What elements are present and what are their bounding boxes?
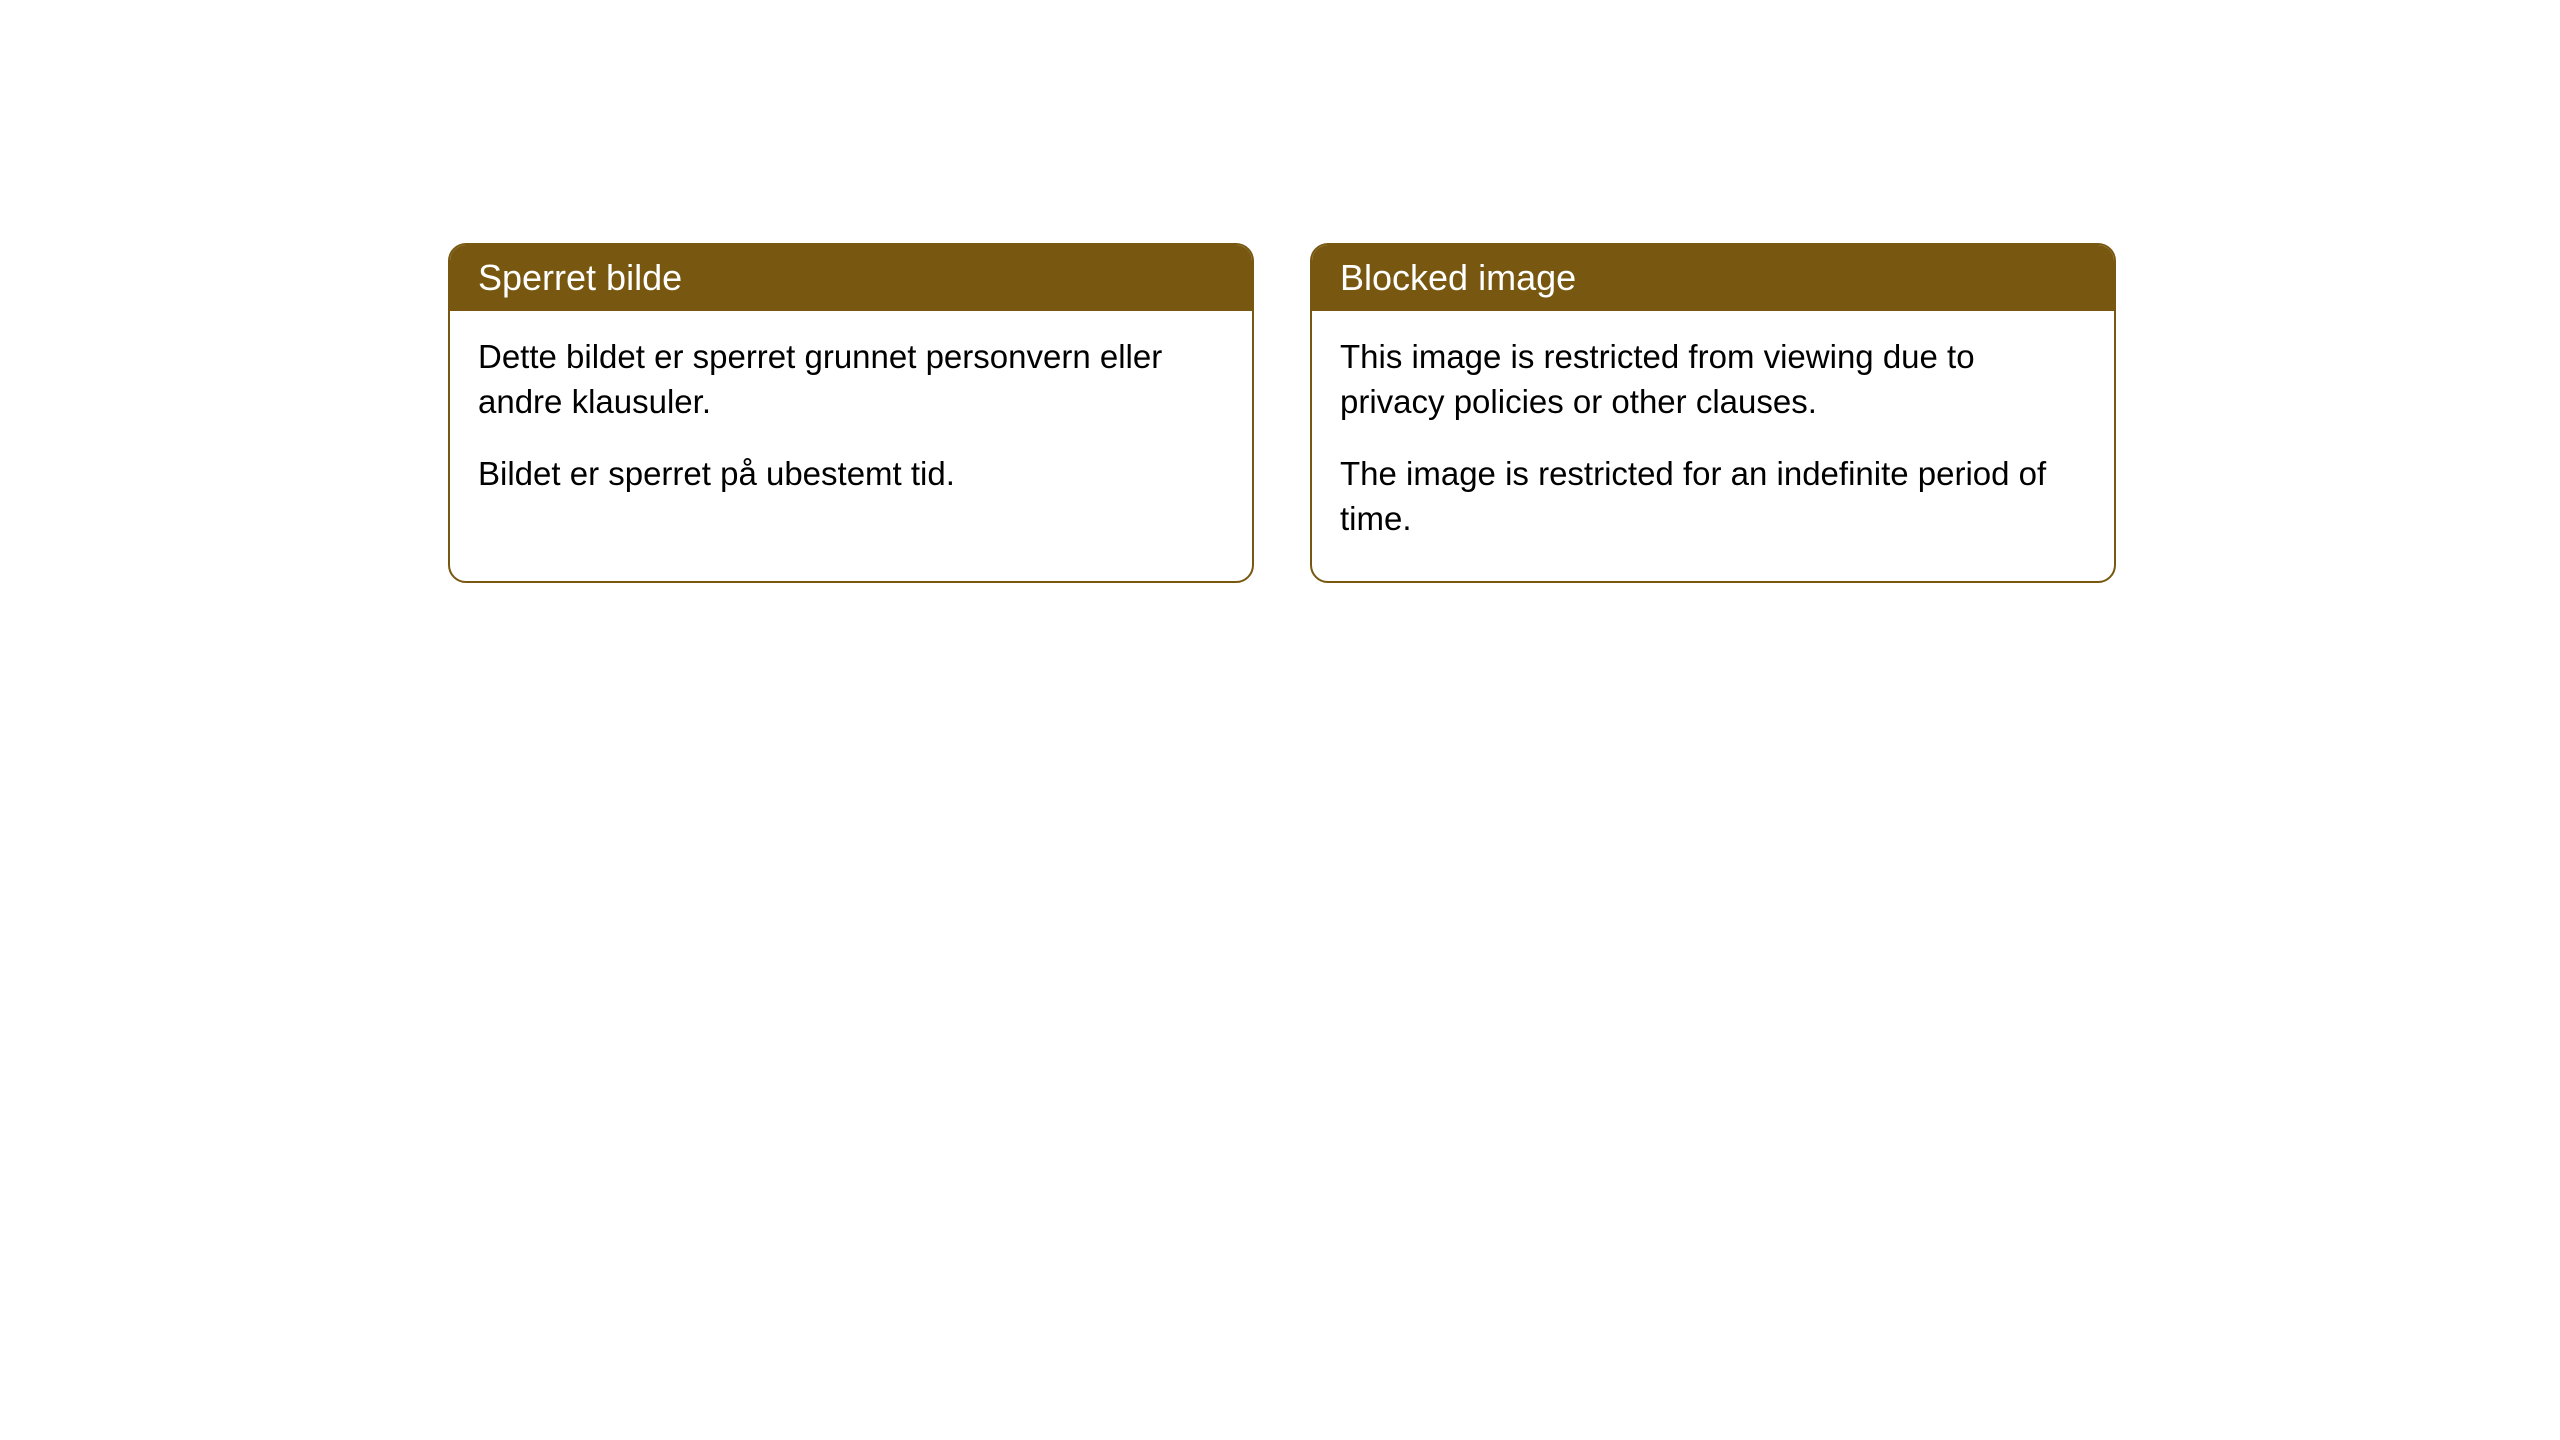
notice-paragraph: The image is restricted for an indefinit…	[1340, 452, 2086, 541]
notice-header-norwegian: Sperret bilde	[450, 245, 1252, 311]
notice-card-norwegian: Sperret bilde Dette bildet er sperret gr…	[448, 243, 1254, 583]
notice-body-english: This image is restricted from viewing du…	[1312, 311, 2114, 581]
notice-body-norwegian: Dette bildet er sperret grunnet personve…	[450, 311, 1252, 537]
notice-header-english: Blocked image	[1312, 245, 2114, 311]
notice-paragraph: Dette bildet er sperret grunnet personve…	[478, 335, 1224, 424]
notice-container: Sperret bilde Dette bildet er sperret gr…	[448, 243, 2116, 583]
notice-card-english: Blocked image This image is restricted f…	[1310, 243, 2116, 583]
notice-paragraph: Bildet er sperret på ubestemt tid.	[478, 452, 1224, 497]
notice-paragraph: This image is restricted from viewing du…	[1340, 335, 2086, 424]
